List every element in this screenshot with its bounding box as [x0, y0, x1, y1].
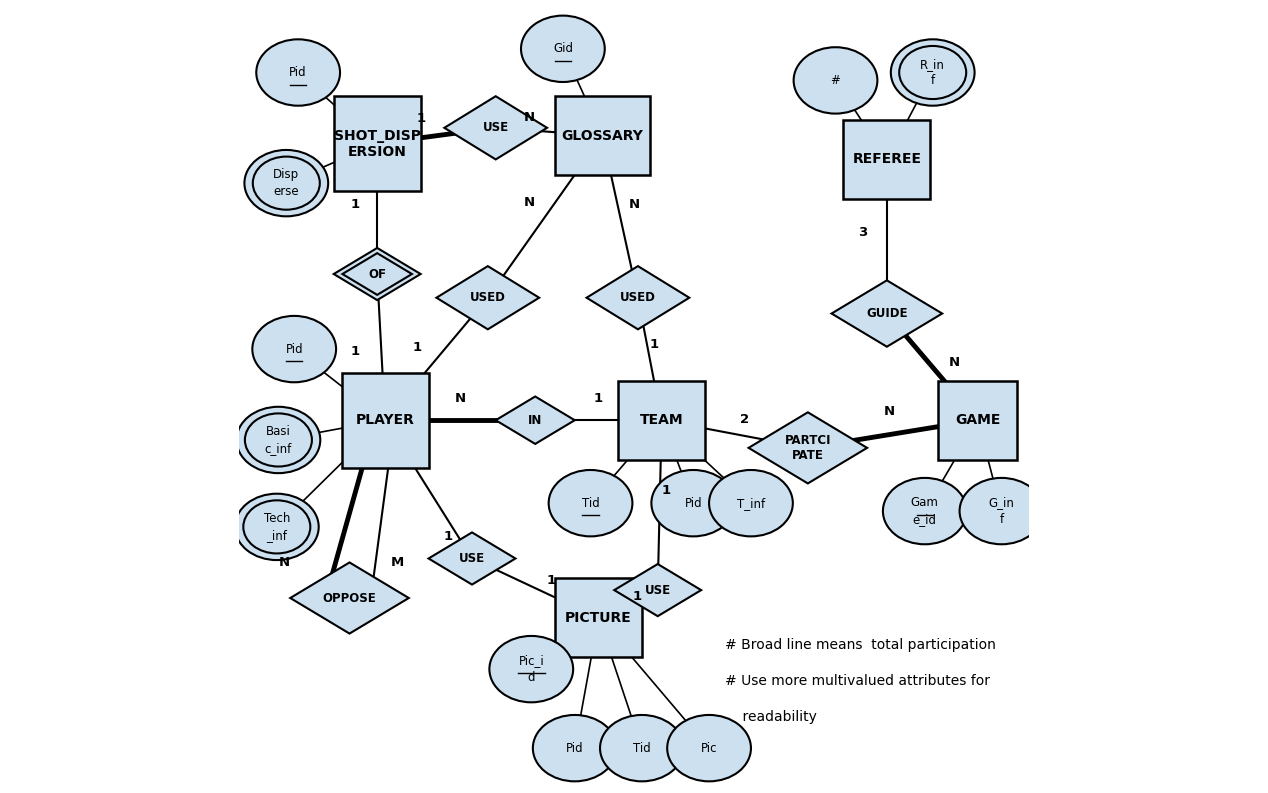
Ellipse shape — [489, 636, 573, 703]
FancyBboxPatch shape — [341, 373, 429, 468]
Ellipse shape — [667, 715, 751, 781]
Text: c_inf: c_inf — [265, 442, 292, 454]
Text: Tid: Tid — [633, 741, 650, 755]
Polygon shape — [614, 564, 701, 616]
Ellipse shape — [960, 478, 1044, 544]
Text: IN: IN — [527, 414, 543, 427]
Text: GAME: GAME — [955, 413, 1000, 427]
Text: N: N — [948, 356, 960, 370]
Text: Basi: Basi — [266, 425, 290, 439]
FancyBboxPatch shape — [555, 96, 649, 175]
FancyBboxPatch shape — [333, 96, 421, 191]
Ellipse shape — [891, 40, 975, 105]
Text: N: N — [524, 111, 535, 124]
FancyBboxPatch shape — [555, 578, 642, 657]
Text: T_inf: T_inf — [737, 496, 765, 510]
Text: Tid: Tid — [582, 496, 600, 510]
Polygon shape — [429, 532, 516, 584]
Polygon shape — [587, 266, 690, 329]
Polygon shape — [333, 248, 421, 300]
Text: GUIDE: GUIDE — [866, 307, 908, 320]
Polygon shape — [444, 96, 547, 159]
Ellipse shape — [237, 407, 321, 473]
Text: 3: 3 — [858, 226, 867, 239]
FancyBboxPatch shape — [619, 381, 705, 460]
Text: N: N — [455, 392, 465, 404]
Text: PICTURE: PICTURE — [566, 611, 631, 625]
Text: Pic: Pic — [701, 741, 718, 755]
Ellipse shape — [521, 16, 605, 82]
Text: Pid: Pid — [685, 496, 702, 510]
Text: USED: USED — [620, 291, 656, 305]
Text: 1: 1 — [662, 485, 671, 497]
Text: REFEREE: REFEREE — [852, 152, 922, 167]
Text: G_in: G_in — [989, 496, 1014, 509]
Text: 1: 1 — [350, 345, 360, 358]
Text: Tech: Tech — [264, 512, 290, 525]
Text: OPPOSE: OPPOSE — [322, 592, 377, 604]
Ellipse shape — [533, 715, 616, 781]
Ellipse shape — [600, 715, 683, 781]
Ellipse shape — [883, 478, 966, 544]
Text: 2: 2 — [739, 413, 749, 427]
Ellipse shape — [256, 40, 340, 105]
Ellipse shape — [245, 150, 328, 216]
Ellipse shape — [794, 48, 877, 113]
Ellipse shape — [549, 470, 633, 536]
Text: GLOSSARY: GLOSSARY — [562, 128, 643, 143]
Text: # Broad line means  total participation: # Broad line means total participation — [725, 638, 995, 653]
Text: USE: USE — [644, 584, 671, 596]
Text: N: N — [279, 556, 290, 569]
Text: 1: 1 — [444, 530, 453, 543]
Text: d: d — [527, 671, 535, 684]
Text: _inf: _inf — [266, 529, 288, 542]
Text: TEAM: TEAM — [640, 413, 683, 427]
Text: USE: USE — [459, 552, 486, 565]
Text: 1: 1 — [633, 589, 642, 603]
Text: 1: 1 — [547, 573, 555, 587]
FancyBboxPatch shape — [843, 120, 931, 199]
Text: readability: readability — [725, 710, 817, 723]
Text: e_id: e_id — [913, 513, 937, 526]
Text: Pid: Pid — [285, 343, 303, 355]
Ellipse shape — [235, 494, 318, 560]
Text: 1: 1 — [416, 112, 425, 125]
Text: PARTCI
PATE: PARTCI PATE — [785, 434, 831, 462]
Text: PLAYER: PLAYER — [355, 413, 415, 427]
Text: N: N — [524, 196, 535, 209]
Text: N: N — [884, 405, 894, 419]
Text: Gam: Gam — [910, 496, 938, 509]
Text: Pic_i: Pic_i — [519, 654, 544, 668]
Polygon shape — [832, 281, 942, 347]
Text: M: M — [391, 556, 403, 569]
Polygon shape — [496, 396, 574, 444]
Text: 1: 1 — [593, 392, 604, 404]
Ellipse shape — [652, 470, 735, 536]
Text: Pid: Pid — [289, 66, 307, 79]
Text: # Use more multivalued attributes for: # Use more multivalued attributes for — [725, 674, 990, 688]
Polygon shape — [290, 562, 408, 634]
Text: f: f — [931, 75, 935, 87]
Text: SHOT_DISP
ERSION: SHOT_DISP ERSION — [333, 128, 421, 159]
Text: #: # — [831, 74, 841, 87]
Ellipse shape — [709, 470, 792, 536]
FancyBboxPatch shape — [938, 381, 1017, 460]
Text: Disp: Disp — [273, 168, 299, 182]
Text: f: f — [999, 513, 1003, 526]
Text: OF: OF — [368, 267, 387, 281]
Polygon shape — [436, 266, 539, 329]
Text: Pid: Pid — [566, 741, 583, 755]
Text: 1: 1 — [350, 198, 360, 212]
Text: 1: 1 — [412, 341, 421, 354]
Text: erse: erse — [274, 185, 299, 198]
Text: USED: USED — [470, 291, 506, 305]
Text: R_in: R_in — [921, 58, 945, 71]
Text: Gid: Gid — [553, 42, 573, 56]
Text: 1: 1 — [649, 339, 658, 351]
Ellipse shape — [252, 316, 336, 382]
Polygon shape — [748, 412, 867, 484]
Text: USE: USE — [483, 121, 508, 134]
Text: N: N — [629, 198, 640, 212]
